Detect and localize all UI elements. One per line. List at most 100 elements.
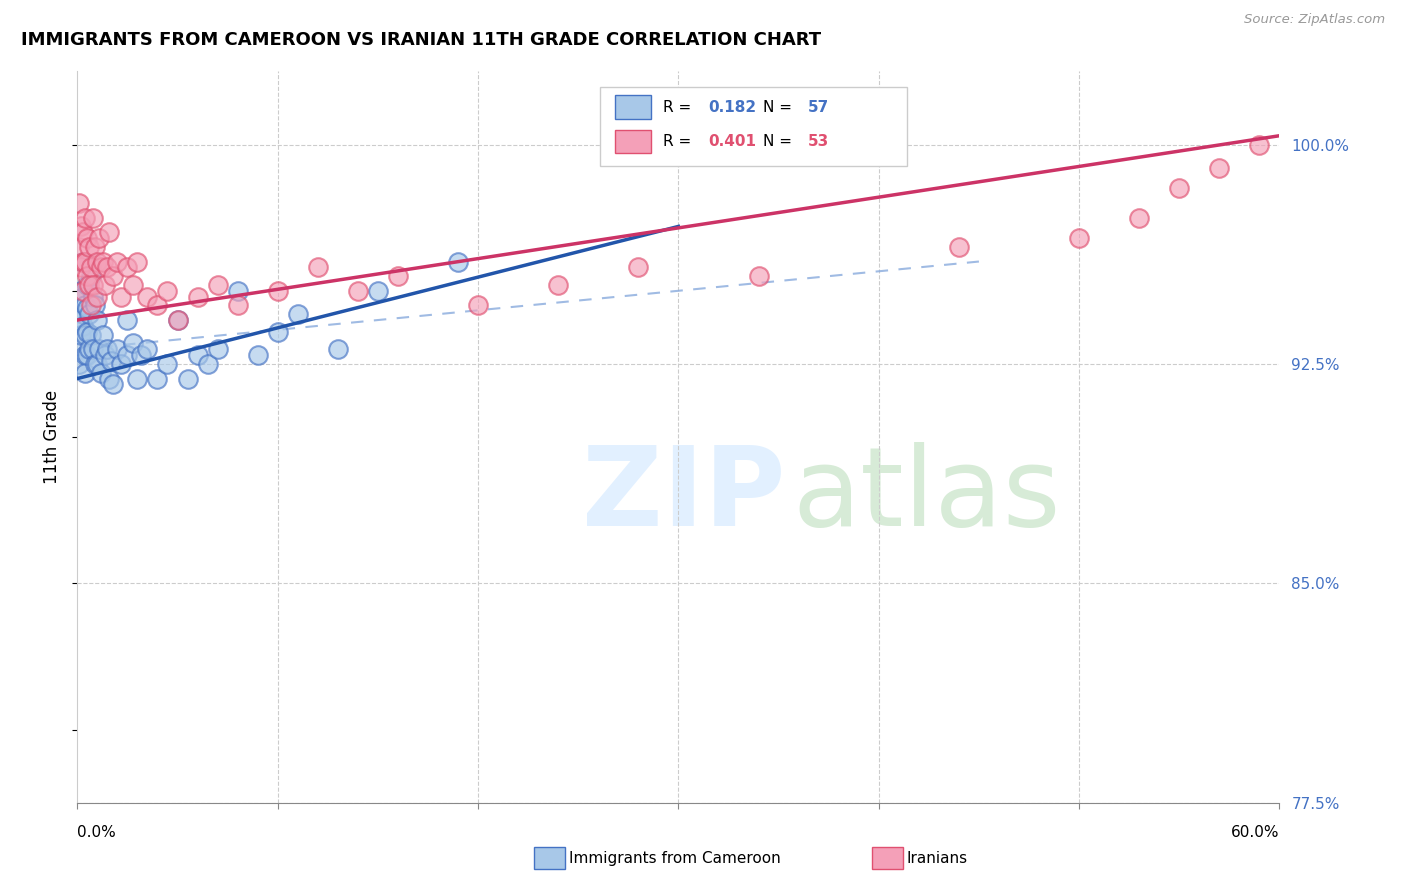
Point xyxy=(107,254,129,268)
Point xyxy=(94,277,117,292)
Point xyxy=(75,254,97,268)
Point xyxy=(347,284,370,298)
Text: Iranians: Iranians xyxy=(907,851,967,865)
Point xyxy=(136,290,159,304)
Point xyxy=(98,225,121,239)
Point xyxy=(207,343,229,357)
Text: 53: 53 xyxy=(808,134,830,149)
Point xyxy=(89,231,111,245)
Point xyxy=(103,269,125,284)
Point xyxy=(72,307,94,321)
Point xyxy=(187,348,209,362)
Point xyxy=(80,260,103,275)
Point xyxy=(127,371,149,385)
Point xyxy=(67,357,90,371)
Point xyxy=(82,277,104,292)
Point xyxy=(96,343,118,357)
Point xyxy=(136,343,159,357)
Point xyxy=(82,343,104,357)
Point xyxy=(79,307,101,321)
Text: N =: N = xyxy=(762,100,796,115)
Point xyxy=(72,254,94,268)
Point xyxy=(76,269,98,284)
Point xyxy=(67,196,90,211)
Point xyxy=(156,284,179,298)
Point xyxy=(70,313,93,327)
Point xyxy=(75,211,97,225)
Point xyxy=(70,284,93,298)
Point xyxy=(166,313,188,327)
Point xyxy=(80,327,103,342)
Point xyxy=(94,348,117,362)
Point xyxy=(82,211,104,225)
Point xyxy=(75,348,97,362)
Point xyxy=(75,366,97,380)
Text: Immigrants from Cameroon: Immigrants from Cameroon xyxy=(569,851,782,865)
Point xyxy=(748,269,770,284)
Point xyxy=(84,240,107,254)
Point xyxy=(117,313,139,327)
Point xyxy=(86,357,108,371)
Point xyxy=(72,318,94,333)
Point xyxy=(89,343,111,357)
Point xyxy=(76,277,98,292)
Text: 60.0%: 60.0% xyxy=(1232,825,1279,840)
Text: atlas: atlas xyxy=(793,442,1062,549)
Text: R =: R = xyxy=(662,100,696,115)
Point xyxy=(86,313,108,327)
Point xyxy=(122,336,145,351)
Point xyxy=(96,260,118,275)
Text: 0.182: 0.182 xyxy=(709,100,756,115)
Text: Source: ZipAtlas.com: Source: ZipAtlas.com xyxy=(1244,13,1385,27)
Point xyxy=(67,343,90,357)
Point xyxy=(86,254,108,268)
Point xyxy=(267,284,290,298)
Point xyxy=(76,301,98,316)
Point xyxy=(75,298,97,312)
Point xyxy=(547,277,569,292)
Point xyxy=(70,219,93,234)
Point xyxy=(110,357,132,371)
Text: N =: N = xyxy=(762,134,796,149)
Point xyxy=(146,371,169,385)
Point xyxy=(80,269,103,284)
Point xyxy=(127,254,149,268)
Point xyxy=(110,290,132,304)
Point xyxy=(246,348,269,362)
Text: R =: R = xyxy=(662,134,696,149)
Point xyxy=(627,260,650,275)
Point xyxy=(117,260,139,275)
Point xyxy=(1208,161,1230,175)
Text: IMMIGRANTS FROM CAMEROON VS IRANIAN 11TH GRADE CORRELATION CHART: IMMIGRANTS FROM CAMEROON VS IRANIAN 11TH… xyxy=(21,31,821,49)
Point xyxy=(72,225,94,239)
Point xyxy=(76,348,98,362)
Point xyxy=(80,298,103,312)
Point xyxy=(176,371,198,385)
Bar xyxy=(614,130,651,153)
Point xyxy=(156,357,179,371)
Point xyxy=(70,327,93,342)
Point xyxy=(367,284,389,298)
Point xyxy=(326,343,349,357)
Point xyxy=(93,254,115,268)
Text: ZIP: ZIP xyxy=(582,442,786,549)
Point xyxy=(387,269,409,284)
Point xyxy=(131,348,153,362)
Point xyxy=(72,284,94,298)
Point xyxy=(267,325,290,339)
Point xyxy=(948,240,970,254)
Point xyxy=(79,240,101,254)
Point xyxy=(207,277,229,292)
Point xyxy=(117,348,139,362)
Point xyxy=(1168,181,1191,195)
Point xyxy=(467,298,489,312)
Point xyxy=(122,277,145,292)
Point xyxy=(307,260,329,275)
Point xyxy=(1249,137,1271,152)
Point xyxy=(226,298,249,312)
Point xyxy=(1069,231,1091,245)
Point xyxy=(107,343,129,357)
Point xyxy=(70,260,93,275)
Point xyxy=(76,231,98,245)
Point xyxy=(103,377,125,392)
